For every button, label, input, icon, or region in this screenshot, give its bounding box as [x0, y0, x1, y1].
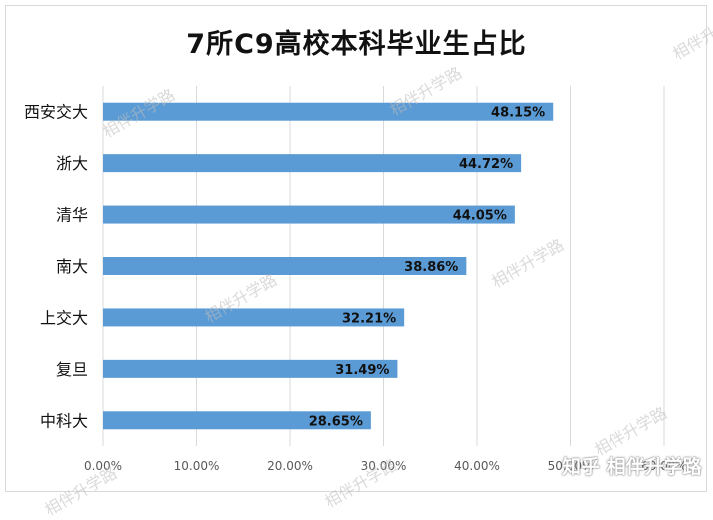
- category-label: 中科大: [40, 411, 88, 430]
- data-label: 48.15%: [491, 106, 545, 121]
- data-labels: 48.15% 44.72% 44.05% 38.86% 32.21% 31.49% 28.6…: [309, 106, 545, 430]
- x-tick-label: 20.00%: [267, 459, 313, 473]
- bar: [103, 257, 467, 275]
- x-tick-label: 50.00%: [548, 459, 594, 473]
- data-label: 31.49%: [335, 363, 389, 378]
- data-label: 38.86%: [404, 260, 458, 275]
- bar: [103, 308, 405, 327]
- category-label: 浙大: [56, 154, 88, 173]
- x-tick-label: 60.00%: [641, 459, 687, 473]
- x-tick-label: 30.00%: [361, 459, 407, 473]
- bars: [103, 102, 554, 430]
- category-label: 南大: [56, 257, 88, 276]
- category-label: 复旦: [56, 360, 88, 379]
- chart-title: 7所C9高校本科毕业生占比: [186, 29, 527, 60]
- x-tick-label: 10.00%: [174, 459, 220, 473]
- category-label: 西安交大: [24, 103, 88, 122]
- site-watermark: 知乎 相伴升学路: [562, 456, 702, 478]
- x-tick-label: 0.00%: [84, 459, 122, 473]
- data-label: 44.72%: [459, 157, 513, 172]
- data-label: 32.21%: [342, 311, 396, 326]
- data-label: 28.65%: [309, 414, 363, 429]
- bar-chart: 48.15% 44.72% 44.05% 38.86% 32.21% 31.49% 28.6…: [24, 86, 687, 473]
- chart-frame: [5, 5, 707, 492]
- category-label: 清华: [56, 206, 88, 225]
- bar: [103, 205, 515, 224]
- x-tick-labels: 0.00% 10.00% 20.00% 30.00% 40.00% 50.00% 60.00…: [84, 459, 687, 473]
- x-tick-label: 40.00%: [454, 459, 500, 473]
- bar: [103, 359, 398, 378]
- bar: [103, 102, 554, 121]
- category-label: 上交大: [40, 308, 88, 327]
- bar: [103, 154, 522, 173]
- bar: [103, 411, 371, 430]
- data-label: 44.05%: [453, 209, 507, 224]
